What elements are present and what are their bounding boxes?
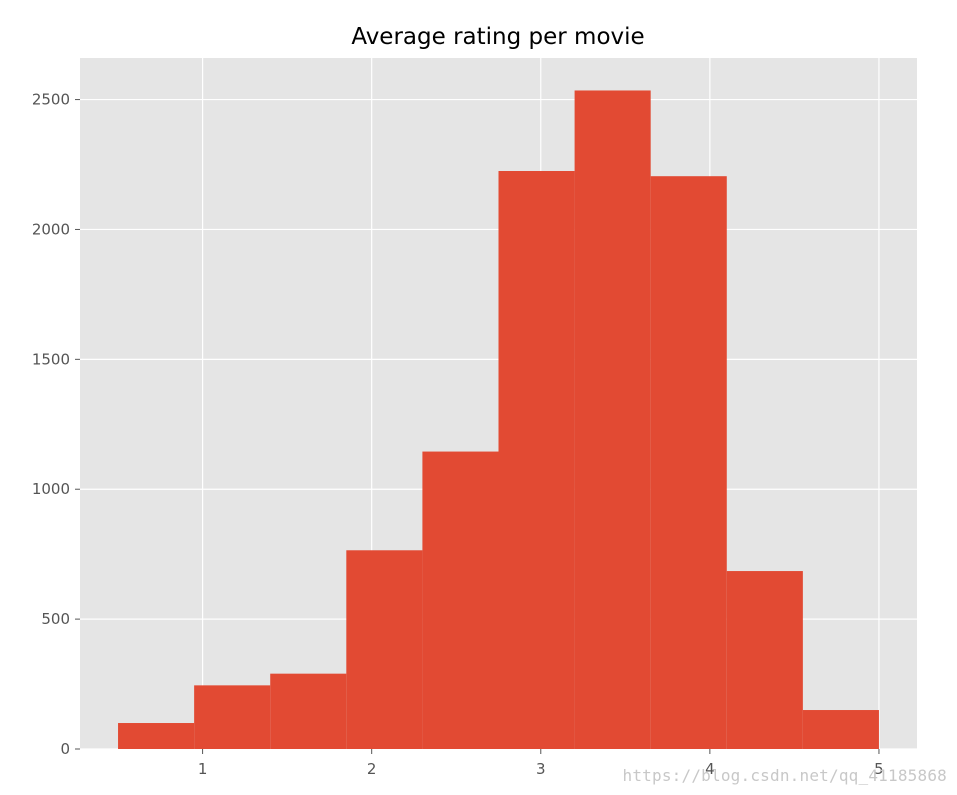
y-tick-label: 1500 [32, 350, 70, 368]
x-tick-label: 3 [536, 760, 546, 778]
histogram-bars [118, 90, 879, 749]
x-tick-label: 2 [367, 760, 377, 778]
x-tick-label: 1 [198, 760, 208, 778]
histogram-bar [346, 550, 423, 749]
y-tick-label: 2000 [32, 220, 70, 238]
histogram-bar [650, 176, 727, 749]
x-tick-label: 5 [874, 760, 884, 778]
x-tick-label: 4 [705, 760, 715, 778]
histogram-bar [118, 723, 195, 749]
y-tick-label: 1000 [32, 480, 70, 498]
y-tick-label: 0 [60, 740, 70, 758]
histogram-bar [194, 685, 271, 749]
chart-title: Average rating per movie [351, 24, 644, 50]
histogram-bar [726, 571, 803, 749]
watermark-text: https://blog.csdn.net/qq_41185868 [622, 766, 947, 785]
y-tick-label: 2500 [32, 91, 70, 109]
histogram-bar [498, 171, 575, 749]
histogram-bar [574, 90, 651, 749]
histogram-bar [270, 673, 347, 749]
histogram-bar [422, 451, 499, 749]
histogram-bar [802, 710, 879, 749]
x-axis-ticks: 1 2 3 4 5 [198, 749, 884, 778]
y-tick-label: 500 [41, 610, 70, 628]
y-axis-ticks: 0 500 1000 1500 2000 2500 [32, 91, 80, 758]
